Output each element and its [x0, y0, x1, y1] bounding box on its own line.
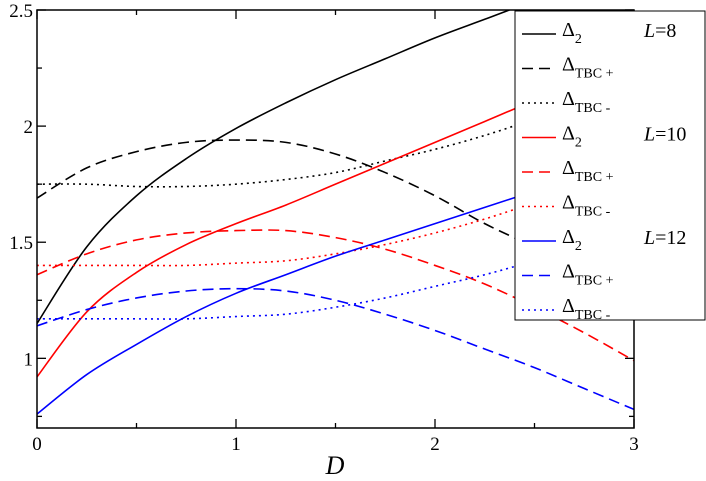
x-axis-label: D	[325, 451, 345, 480]
series-line-L12-dashed	[37, 287, 634, 411]
axis-ticks: 0 1 2 3 1 1.5 2 2.5	[9, 1, 639, 455]
x-tick-label: 2	[430, 434, 440, 455]
legend-entry-label: Δ2	[562, 123, 582, 151]
legend-group-label: L=12	[643, 227, 686, 249]
legend-entry-label: ΔTBC +	[562, 157, 614, 185]
y-tick-label: 2.5	[9, 1, 33, 22]
legend-entry-label: ΔTBC -	[562, 295, 611, 323]
legend-entry-label: ΔTBC -	[562, 192, 611, 220]
legend-group-label: L=10	[643, 124, 686, 146]
x-tick-label: 3	[629, 434, 639, 455]
y-tick-label: 1	[24, 349, 34, 370]
x-tick-label: 0	[32, 434, 42, 455]
legend: Δ2 ΔTBC + ΔTBC - Δ2 ΔTBC + ΔTBC - Δ2 ΔTBC + ΔTBC…	[514, 10, 706, 323]
legend-entry-label: ΔTBC -	[562, 88, 611, 116]
legend-entry-label: Δ2	[562, 226, 582, 254]
legend-box	[514, 10, 706, 321]
legend-entry-label: ΔTBC +	[562, 261, 614, 289]
y-tick-label: 1.5	[9, 233, 33, 254]
legend-entry-label: Δ2	[562, 19, 582, 47]
legend-group-label: L=8	[643, 20, 676, 42]
series-line-L8-solid	[37, 10, 512, 324]
y-tick-label: 2	[24, 117, 34, 138]
legend-entry-label: ΔTBC +	[562, 54, 614, 82]
x-tick-label: 1	[231, 434, 241, 455]
